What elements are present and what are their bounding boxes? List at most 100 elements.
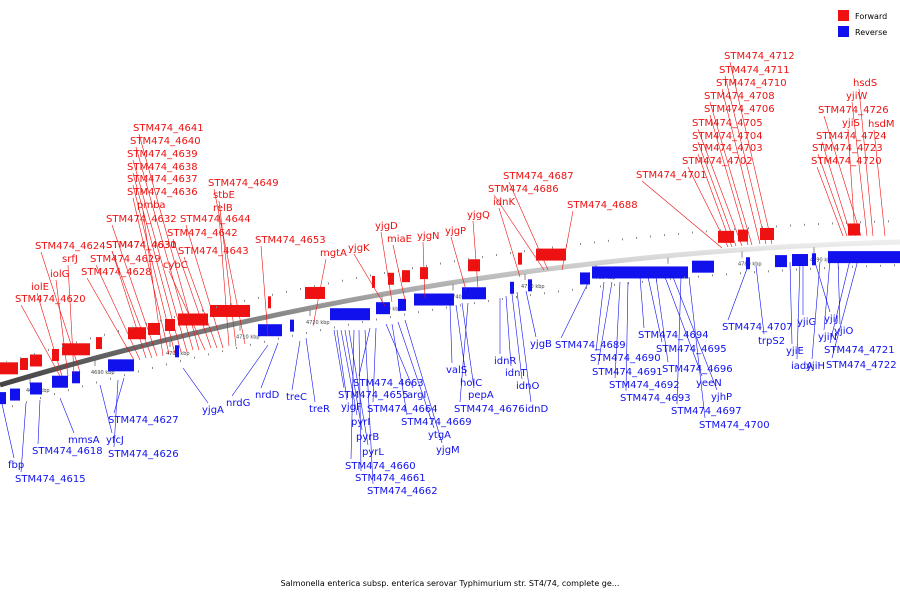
reverse-gene-block (258, 324, 282, 337)
reverse-gene-label: STM474_4692 (609, 380, 680, 391)
forward-gene-block (30, 354, 42, 367)
row-dot (832, 222, 833, 225)
reverse-gene-label: STM474_4669 (401, 417, 472, 428)
leader-line (353, 253, 386, 307)
leader-line (755, 265, 765, 335)
reverse-gene-block (580, 272, 590, 285)
reverse-gene-block (52, 375, 68, 388)
row-dot (334, 326, 335, 329)
leader-line (811, 261, 821, 360)
leader-line (595, 281, 605, 352)
reverse-gene-label: STM474_4626 (108, 449, 179, 460)
reverse-gene-label: yjiE (786, 346, 804, 357)
forward-gene-label: STM474_4723 (812, 143, 883, 154)
leader-line (113, 379, 119, 448)
row-dot (768, 270, 769, 273)
reverse-gene-block (108, 359, 134, 372)
row-dot (132, 326, 133, 329)
row-dot (34, 353, 35, 356)
reverse-gene-label: holC (460, 378, 482, 389)
reverse-gene-label: yjgB (530, 339, 552, 350)
forward-gene-label: STM474_4704 (692, 131, 763, 142)
legend-swatch (838, 10, 849, 21)
leader-line (641, 180, 723, 249)
leader-line (404, 319, 443, 444)
reverse-gene-label: STM474_4722 (826, 360, 897, 371)
row-dot (880, 264, 881, 267)
forward-gene-block (738, 229, 748, 242)
gene-labels: STM474_4620iolEiolGsrfJSTM474_4624STM474… (8, 51, 897, 497)
leader-line (639, 276, 645, 329)
forward-gene-block (518, 252, 522, 265)
leader-line (560, 282, 589, 339)
leader-line (511, 293, 523, 380)
row-dot (810, 267, 811, 270)
row-dot (782, 269, 783, 272)
row-dot (348, 323, 349, 326)
row-dot (384, 272, 385, 275)
leader-line (312, 258, 327, 327)
leader-line (525, 290, 537, 338)
forward-gene-label: yjgN (417, 231, 440, 242)
row-dot (202, 309, 203, 312)
legend-swatch (838, 26, 849, 37)
reverse-gene-block (290, 319, 294, 332)
row-dot (152, 366, 153, 369)
row-dot (82, 385, 83, 388)
forward-gene-label: yjgP (445, 226, 466, 237)
leader-line (831, 259, 859, 359)
forward-gene-label: stbE (213, 190, 235, 201)
row-dot (460, 304, 461, 307)
forward-gene-block (148, 322, 160, 335)
tick-label: 4690 kbp (91, 370, 115, 376)
leader-line (348, 329, 369, 446)
reverse-gene-label: STM474_4662 (367, 486, 438, 497)
leader-line (816, 166, 844, 237)
forward-gene-block (402, 270, 410, 283)
forward-gene-label: STM474_4639 (127, 149, 198, 160)
row-dot (852, 265, 853, 268)
row-dot (244, 299, 245, 302)
leader-line (260, 342, 279, 389)
forward-gene-label: srfJ (62, 254, 78, 265)
reverse-gene-label: STM474_4664 (367, 404, 438, 415)
leader-line (231, 344, 269, 397)
forward-gene-block (372, 275, 375, 288)
row-dot (502, 298, 503, 301)
reverse-gene-block (510, 281, 514, 294)
row-dot (216, 306, 217, 309)
reverse-gene-label: STM474_4661 (355, 473, 426, 484)
leader-line (132, 172, 182, 353)
reverse-gene-label: STM474_4700 (699, 420, 770, 431)
leader-line (172, 238, 212, 349)
legend: Forward Reverse (838, 10, 887, 37)
row-dot (146, 322, 147, 325)
reverse-gene-block (414, 293, 454, 306)
row-dot (440, 262, 441, 265)
leader-line (697, 128, 743, 247)
row-dot (104, 333, 105, 336)
leader-line (508, 181, 549, 271)
reverse-gene-label: STM474_4693 (620, 393, 691, 404)
row-dot (54, 393, 55, 396)
row-dot (684, 276, 685, 279)
row-dot (776, 225, 777, 228)
row-dot (796, 268, 797, 271)
reverse-gene-block (792, 254, 808, 267)
reverse-gene-label: STM474_4627 (108, 415, 179, 426)
leader-line (55, 279, 69, 377)
leader-line (814, 261, 831, 313)
reverse-gene-label: STM474_4689 (555, 340, 626, 351)
row-dot (698, 275, 699, 278)
reverse-gene-block (592, 266, 688, 279)
row-dot (468, 258, 469, 261)
reverse-gene-label: idnO (516, 381, 539, 392)
leader-line (597, 281, 613, 366)
forward-gene-label: STM474_4643 (178, 246, 249, 257)
leader-line (20, 402, 27, 473)
reverse-gene-label: yfcJ (106, 435, 124, 446)
row-dot (496, 254, 497, 257)
leader-line (655, 276, 669, 363)
leader-line (789, 261, 793, 345)
row-dot (124, 374, 125, 377)
